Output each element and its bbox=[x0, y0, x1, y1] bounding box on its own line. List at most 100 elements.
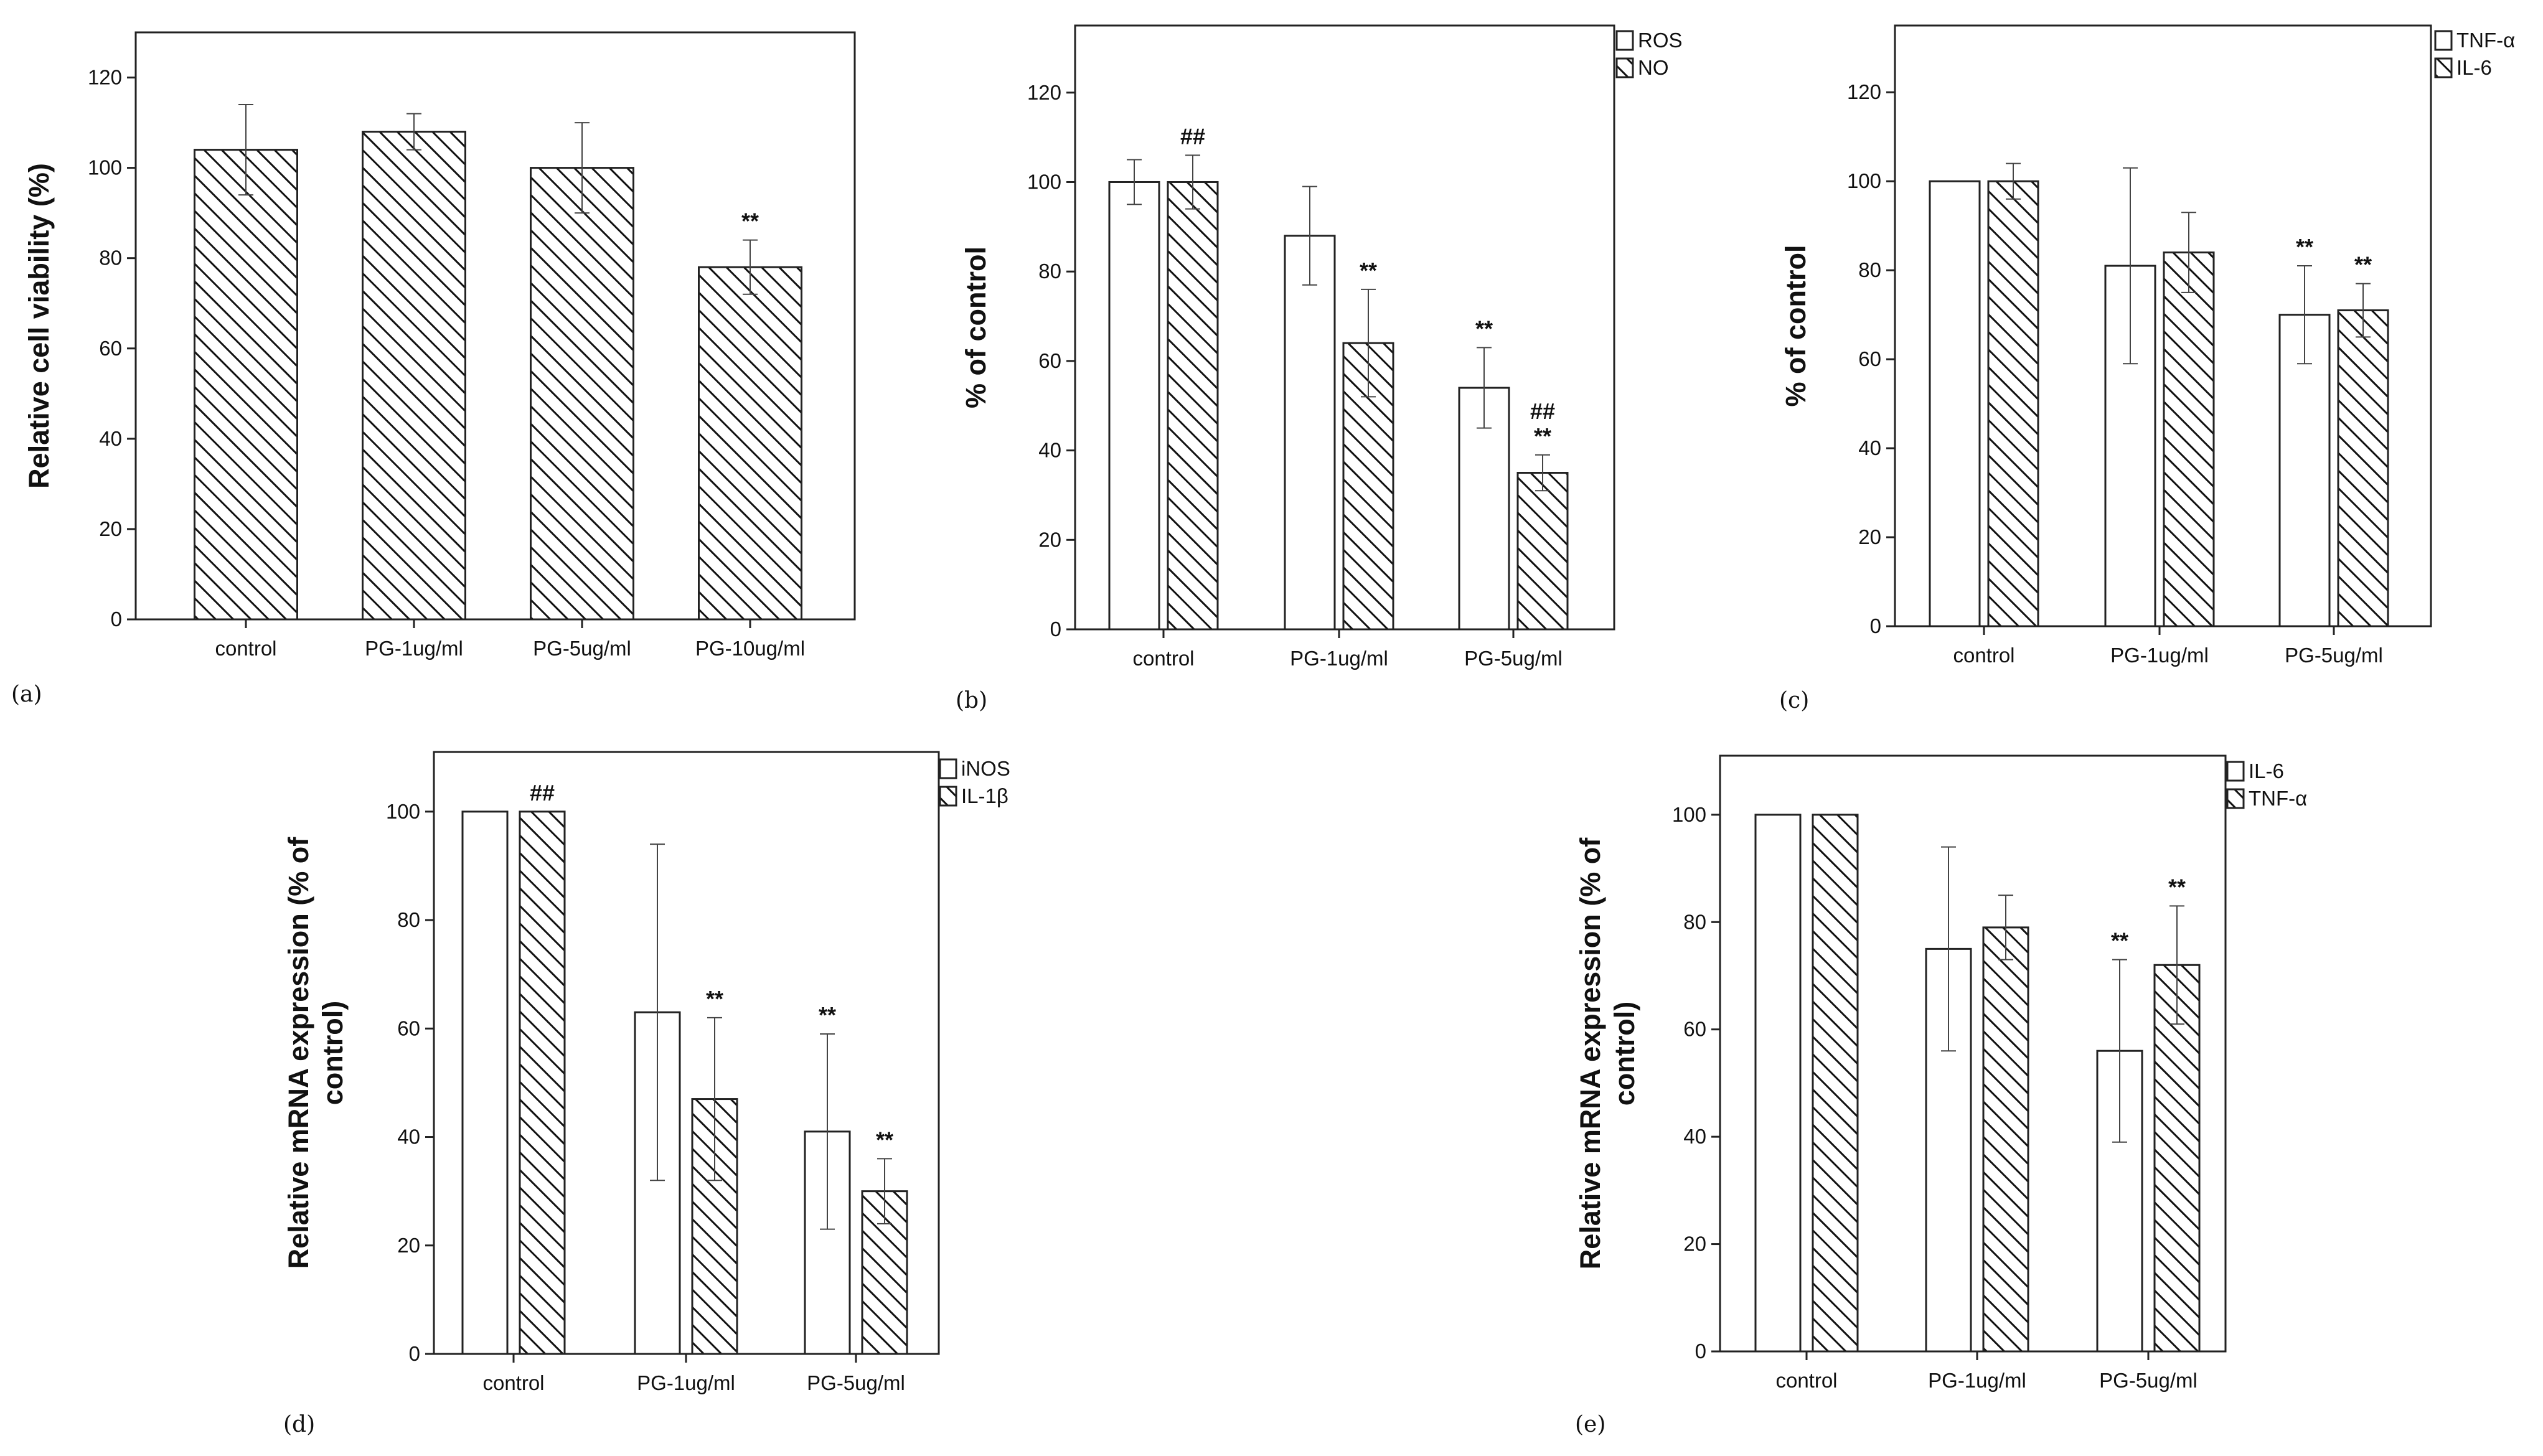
legend-label: TNF-α bbox=[2456, 29, 2515, 52]
bar-TNF-α-PG-5ug/ml bbox=[2153, 964, 2201, 1353]
plot-area bbox=[433, 751, 940, 1355]
bar-viability-PG-1ug/ml bbox=[362, 131, 466, 621]
y-axis-label: % of control bbox=[1780, 245, 1812, 407]
legend-label: NO bbox=[1638, 56, 1669, 79]
bar-IL-6-control bbox=[1754, 814, 1802, 1353]
y-tick-label: 100 bbox=[386, 800, 420, 823]
chart-panel-c: 0 20 40 60 80 100 120 % of control control PG-1ug… bbox=[1779, 24, 2515, 713]
x-tick-label: PG-5ug/ml bbox=[807, 1371, 905, 1394]
y-tick-label: 60 bbox=[1683, 1018, 1706, 1041]
y-tick-label: 40 bbox=[1038, 439, 1061, 462]
y-tick-label: 120 bbox=[1027, 81, 1061, 104]
y-tick-label: 0 bbox=[409, 1342, 420, 1365]
bar-IL-6-PG-1ug/ml bbox=[2163, 251, 2215, 627]
y-tick-label: 120 bbox=[1847, 80, 1881, 103]
significance-label: ** bbox=[1475, 316, 1493, 341]
y-tick-label: 120 bbox=[88, 66, 122, 89]
bar-IL-6-PG-5ug/ml bbox=[2337, 309, 2389, 627]
y-axis-label: % of control bbox=[960, 247, 992, 408]
chart-panel-a: 0 20 40 60 80 100 120 Relative cell viability (… bbox=[11, 31, 856, 707]
legend-swatch-IL-6 bbox=[2226, 761, 2245, 782]
chart-panel-e: 0 20 40 60 80 100 Relative mRNA expression (% … bbox=[1574, 754, 2307, 1437]
significance-label: ** bbox=[1534, 423, 1551, 449]
significance-label: ** bbox=[2354, 252, 2372, 278]
y-tick-label: 20 bbox=[1858, 525, 1881, 548]
panel-label: (a) bbox=[11, 682, 42, 707]
bar-NO-PG-5ug/ml bbox=[1516, 472, 1569, 631]
bar-viability-PG-5ug/ml bbox=[530, 167, 634, 621]
x-tick-label: PG-1ug/ml bbox=[365, 637, 463, 660]
y-tick-label: 100 bbox=[1672, 803, 1706, 826]
panel-label: (b) bbox=[956, 688, 987, 713]
y-tick-label: 0 bbox=[1050, 618, 1061, 641]
legend-label: iNOS bbox=[961, 757, 1010, 780]
y-tick-label: 60 bbox=[99, 337, 122, 360]
x-tick-label: PG-1ug/ml bbox=[1290, 647, 1388, 670]
y-axis-label: Relative cell viability (%) bbox=[23, 163, 55, 489]
x-tick-label: PG-10ug/ml bbox=[695, 637, 805, 660]
y-axis-label-line2: control) bbox=[317, 1001, 349, 1105]
y-tick-label: 80 bbox=[1683, 910, 1706, 933]
y-tick-label: 100 bbox=[88, 156, 122, 179]
legend-label: IL-6 bbox=[2249, 759, 2284, 782]
significance-label: ** bbox=[741, 209, 759, 234]
bar-ROS-control bbox=[1108, 181, 1160, 631]
y-tick-label: 80 bbox=[99, 247, 122, 270]
y-tick-label: 60 bbox=[1038, 349, 1061, 372]
y-axis-label: Relative mRNA expression (% of bbox=[1574, 837, 1606, 1270]
y-tick-label: 60 bbox=[397, 1017, 420, 1040]
x-tick-label: PG-5ug/ml bbox=[1464, 647, 1563, 670]
significance-label: ** bbox=[2296, 234, 2313, 260]
legend-swatch-ROS bbox=[1615, 30, 1634, 51]
legend-swatch-NO bbox=[1615, 57, 1634, 78]
bar-IL-1β-PG-5ug/ml bbox=[861, 1190, 908, 1355]
legend-label: IL-6 bbox=[2456, 56, 2492, 79]
x-tick-label: control bbox=[1775, 1369, 1837, 1392]
panel-label: (d) bbox=[283, 1412, 315, 1437]
x-tick-label: PG-5ug/ml bbox=[533, 637, 631, 660]
y-tick-label: 20 bbox=[397, 1234, 420, 1257]
legend-swatch-TNF-α bbox=[2434, 30, 2453, 51]
y-tick-label: 0 bbox=[1870, 614, 1881, 637]
bar-IL-6-control bbox=[1987, 180, 2039, 627]
y-axis-label: Relative mRNA expression (% of bbox=[283, 837, 314, 1269]
x-tick-label: control bbox=[482, 1371, 544, 1394]
y-tick-label: 80 bbox=[1038, 260, 1061, 283]
bar-viability-control bbox=[194, 149, 298, 621]
y-tick-label: 40 bbox=[1683, 1125, 1706, 1148]
significance-label: ** bbox=[1360, 258, 1377, 283]
y-tick-label: 0 bbox=[111, 608, 122, 631]
significance-label: ** bbox=[819, 1002, 836, 1028]
legend-swatch-IL-1β bbox=[939, 786, 957, 807]
chart-panel-b: 0 20 40 60 80 100 120 % of control control ## PG-1… bbox=[956, 24, 1683, 713]
significance-label: ** bbox=[2168, 874, 2186, 899]
bar-TNF-α-control bbox=[1929, 180, 1981, 627]
panel-label: (c) bbox=[1779, 688, 1809, 713]
significance-label: ** bbox=[876, 1127, 893, 1152]
x-tick-label: PG-5ug/ml bbox=[2099, 1369, 2198, 1392]
x-tick-label: control bbox=[1132, 647, 1194, 670]
panel-label: (e) bbox=[1575, 1412, 1605, 1437]
x-tick-label: control bbox=[215, 637, 276, 660]
significance-label: ## bbox=[1530, 398, 1555, 424]
legend-swatch-TNF-α bbox=[2226, 788, 2245, 809]
y-tick-label: 100 bbox=[1027, 170, 1061, 193]
y-tick-label: 40 bbox=[397, 1125, 420, 1148]
y-tick-label: 80 bbox=[1858, 258, 1881, 281]
y-axis-label-line2: control) bbox=[1609, 1002, 1640, 1106]
significance-label: ** bbox=[706, 986, 723, 1012]
significance-label: ** bbox=[2111, 928, 2128, 954]
y-tick-label: 80 bbox=[397, 908, 420, 931]
legend-swatch-iNOS bbox=[939, 758, 957, 779]
y-tick-label: 60 bbox=[1858, 347, 1881, 370]
x-tick-label: PG-1ug/ml bbox=[1928, 1369, 2026, 1392]
y-tick-label: 100 bbox=[1847, 169, 1881, 192]
bar-TNF-α-control bbox=[1812, 814, 1859, 1353]
bar-TNF-α-PG-5ug/ml bbox=[2278, 314, 2331, 627]
chart-panel-d: 0 20 40 60 80 100 Relative mRNA expression (% … bbox=[283, 751, 1010, 1437]
y-tick-label: 40 bbox=[1858, 436, 1881, 459]
legend-label: TNF-α bbox=[2249, 787, 2307, 810]
y-tick-label: 0 bbox=[1695, 1340, 1706, 1363]
y-tick-label: 20 bbox=[1683, 1233, 1706, 1256]
